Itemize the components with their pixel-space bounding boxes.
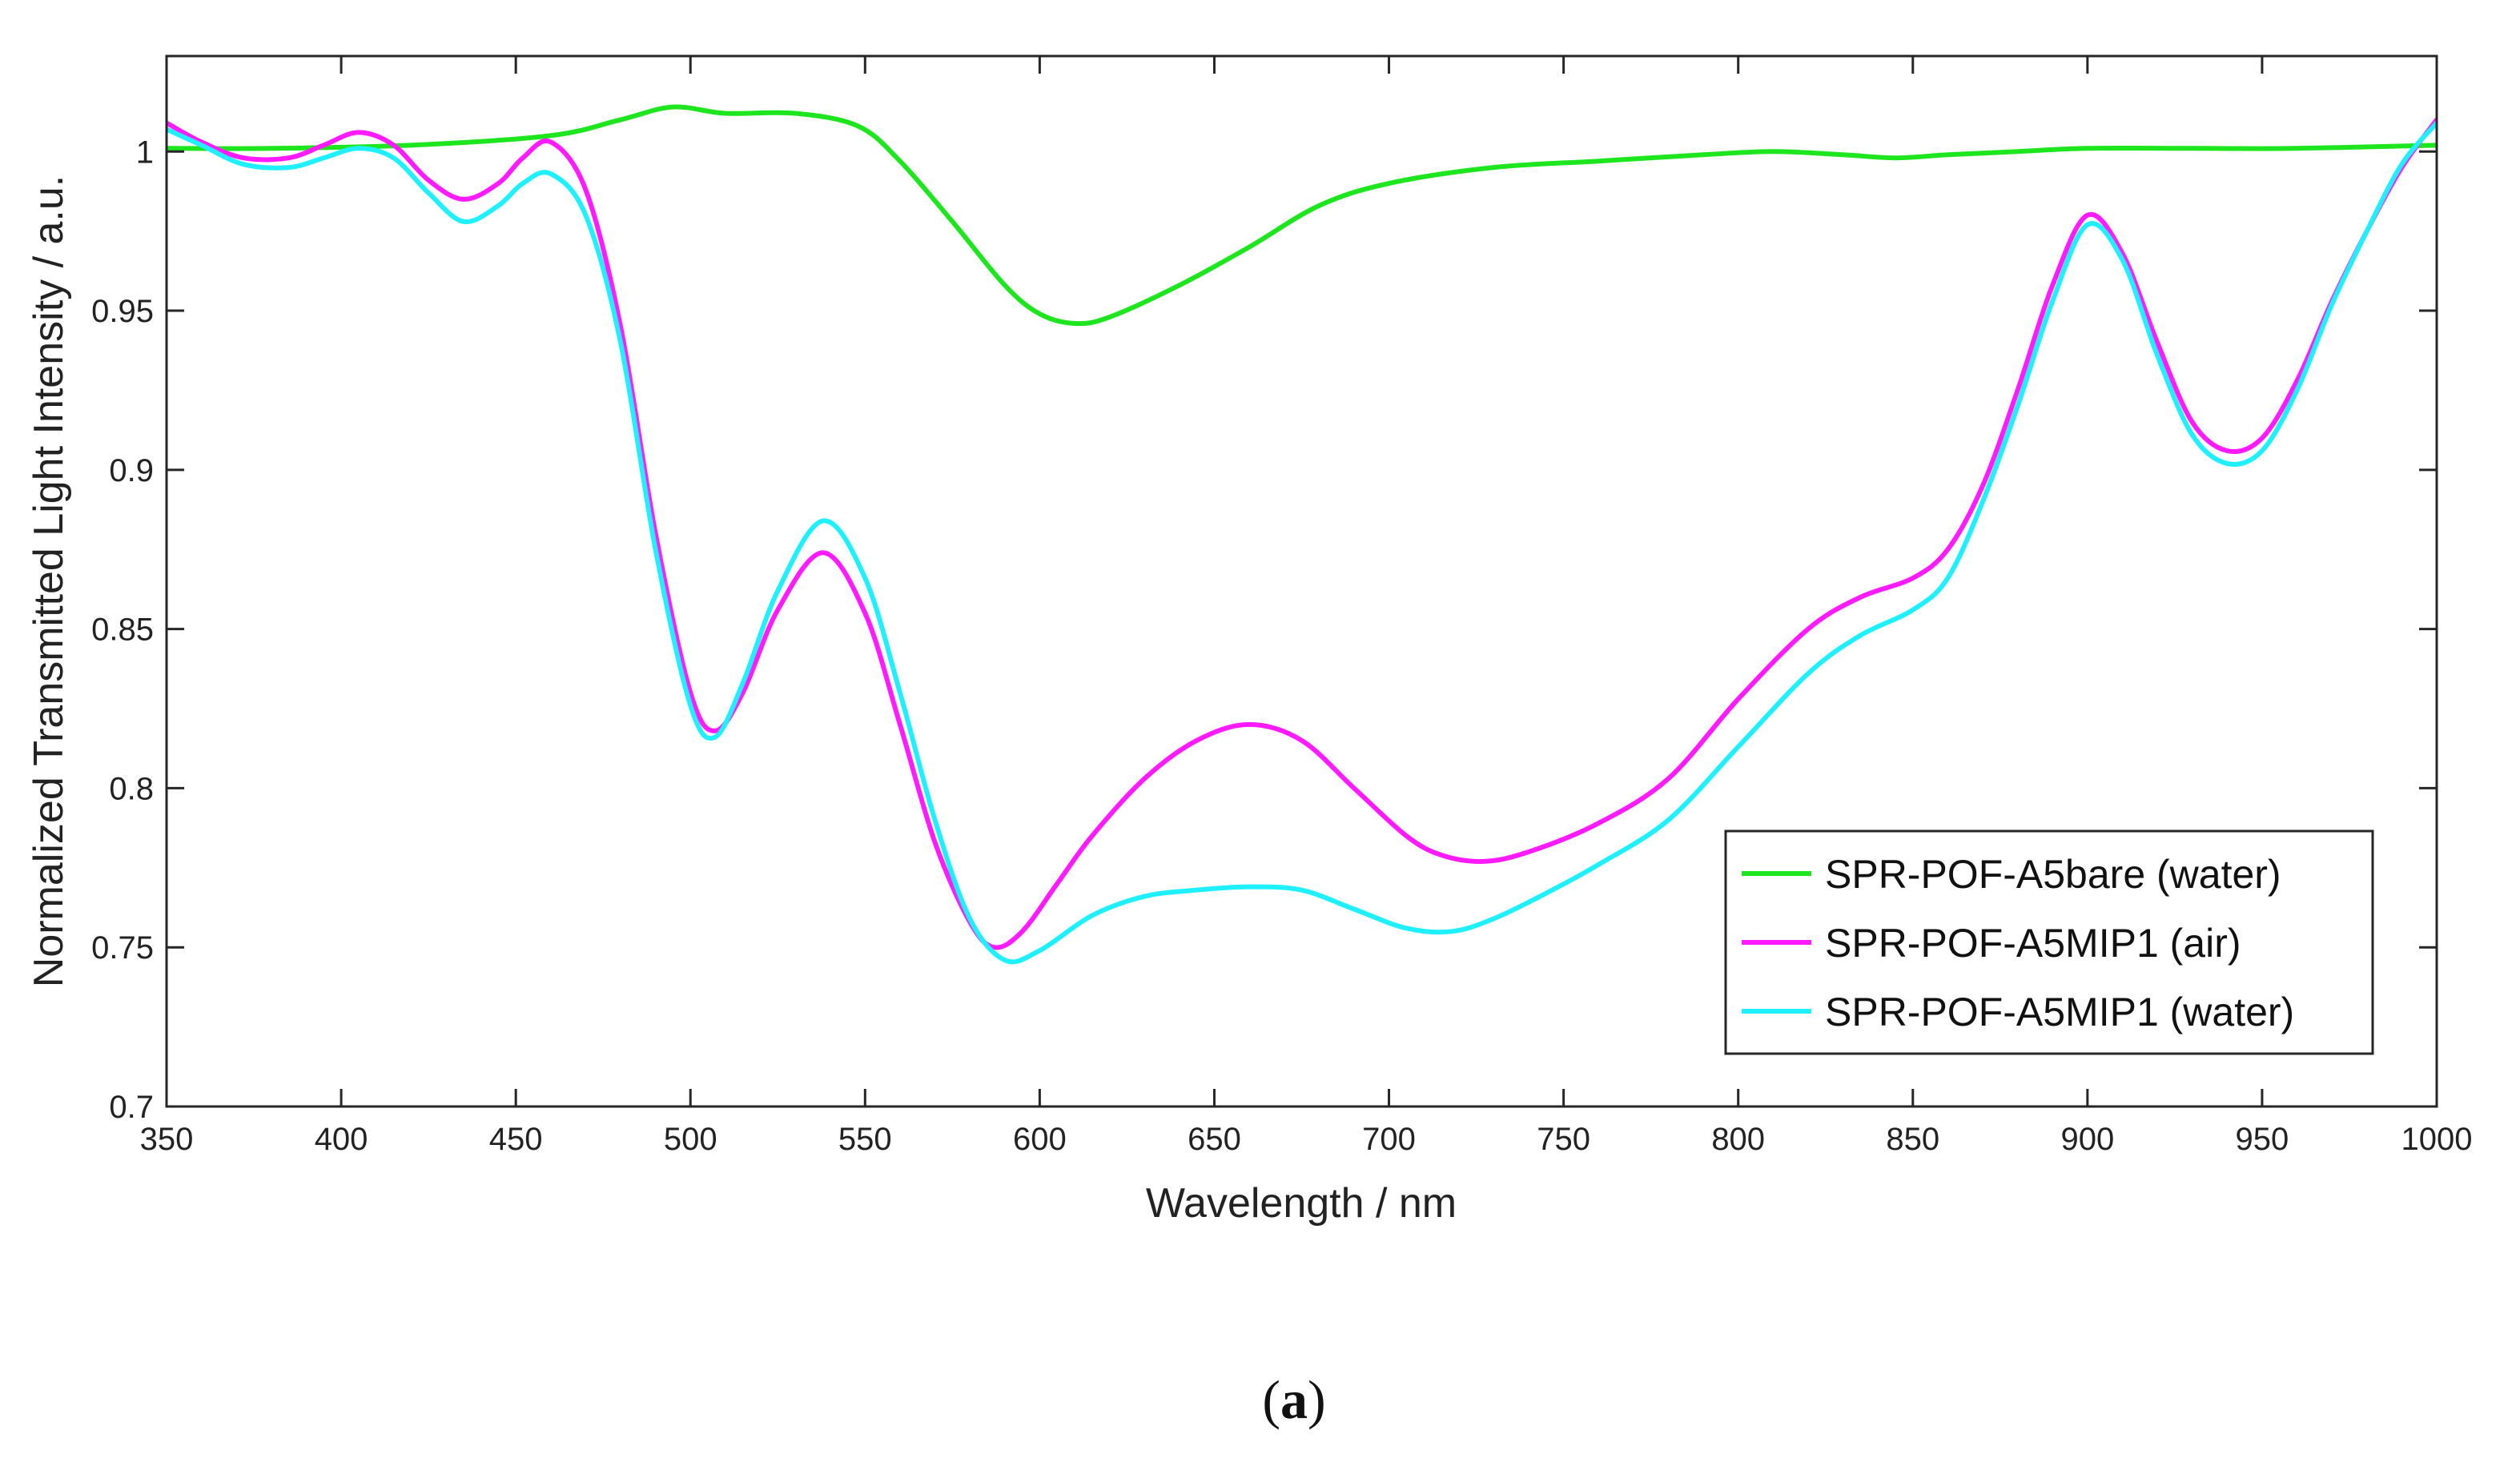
y-tick-label: 0.8	[109, 771, 154, 806]
series-line-bare-water	[167, 104, 2437, 327]
caption-close-paren: )	[1308, 1369, 1326, 1430]
x-tick-label: 450	[489, 1122, 543, 1157]
y-tick-label: 0.75	[91, 930, 154, 966]
y-axis-title: Normalized Transmitted Light Intensity /…	[26, 175, 72, 987]
x-tick-label: 550	[838, 1122, 892, 1157]
y-tick-label: 0.7	[109, 1090, 154, 1125]
legend: SPR-POF-A5bare (water) SPR-POF-A5MIP1 (a…	[1724, 829, 2374, 1055]
y-tick-label: 0.85	[91, 612, 154, 648]
axes-box	[165, 54, 2438, 1108]
series-line-mip1-water	[167, 120, 2437, 965]
x-tick-label: 950	[2236, 1122, 2289, 1157]
legend-label-mip1-air: SPR-POF-A5MIP1 (air)	[1825, 921, 2241, 966]
x-tick-label: 850	[1886, 1122, 1939, 1157]
y-tick-label: 0.9	[109, 453, 154, 488]
legend-label-mip1-water: SPR-POF-A5MIP1 (water)	[1825, 990, 2294, 1034]
y-tick-label: 1	[136, 135, 154, 170]
caption-letter: a	[1280, 1369, 1308, 1430]
x-axis: 350 400 450 500 550 600 650 700 750 800 850 900 950 1…	[140, 56, 2473, 1157]
series-line-mip1-air	[167, 117, 2437, 950]
x-tick-label: 700	[1362, 1122, 1416, 1157]
y-tick-label: 0.95	[91, 294, 154, 329]
x-tick-label: 1000	[2401, 1122, 2473, 1157]
x-tick-label: 400	[315, 1122, 368, 1157]
legend-label-bare-water: SPR-POF-A5bare (water)	[1825, 852, 2281, 897]
legend-box	[1724, 829, 2374, 1055]
series-layer	[167, 104, 2437, 965]
x-tick-label: 650	[1188, 1122, 1241, 1157]
caption-open-paren: (	[1262, 1369, 1280, 1430]
x-tick-label: 500	[664, 1122, 717, 1157]
x-tick-label: 900	[2060, 1122, 2114, 1157]
x-tick-label: 800	[1711, 1122, 1765, 1157]
x-tick-label: 350	[140, 1122, 194, 1157]
figure-caption: (a)	[1262, 1369, 1325, 1430]
x-tick-label: 750	[1537, 1122, 1590, 1157]
x-axis-title: Wavelength / nm	[1146, 1180, 1457, 1227]
x-tick-label: 600	[1013, 1122, 1067, 1157]
y-axis: 0.7 0.75 0.8 0.85 0.9 0.95 1	[91, 135, 2437, 1125]
